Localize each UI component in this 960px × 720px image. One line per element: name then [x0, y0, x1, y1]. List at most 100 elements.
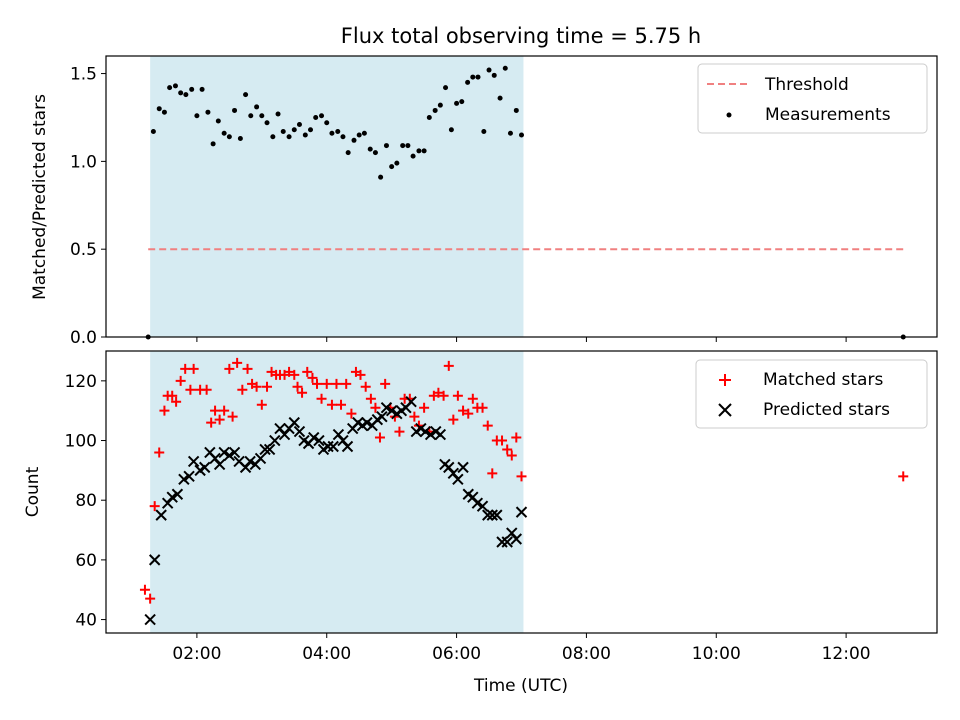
measurement-point	[361, 130, 367, 136]
bottom-y-tick-label: 100	[65, 432, 97, 452]
measurement-point	[221, 130, 227, 136]
top-axes-frame	[105, 55, 938, 338]
matched-star-marker	[302, 366, 313, 377]
measurement-point	[432, 107, 438, 113]
matched-star-marker	[256, 399, 267, 410]
predicted-stars-points	[144, 396, 528, 626]
predicted-star-marker	[254, 452, 267, 465]
measurement-point	[178, 90, 184, 96]
predicted-star-marker	[313, 434, 325, 447]
matched-star-marker	[167, 390, 178, 401]
matched-stars-points	[139, 357, 909, 604]
matched-star-marker	[346, 408, 357, 419]
matched-star-marker	[145, 593, 156, 604]
top-legend: Threshold Measurements	[697, 63, 928, 134]
measurement-point	[319, 113, 325, 119]
measurement-point	[497, 95, 503, 101]
predicted-star-marker	[419, 425, 432, 438]
legend-threshold-label: Threshold	[764, 75, 849, 95]
matched-star-marker	[331, 378, 342, 389]
legend-matched-label: Matched stars	[763, 370, 883, 390]
bottom-x-tick-label: 08:00	[562, 644, 611, 664]
matched-star-marker	[380, 378, 391, 389]
measurement-point	[507, 130, 513, 136]
bottom-legend-box	[695, 359, 928, 429]
bottom-y-tick-label: 80	[75, 491, 97, 511]
predicted-star-marker	[424, 428, 437, 441]
measurement-point	[345, 150, 351, 156]
matched-star-marker	[365, 393, 376, 404]
matched-star-marker	[477, 402, 488, 413]
predicted-star-marker	[510, 533, 523, 545]
x-axis-label: Time (UTC)	[473, 676, 568, 696]
matched-star-marker	[516, 471, 527, 482]
matched-star-marker	[297, 387, 308, 398]
legend-measurements-label: Measurements	[765, 105, 891, 125]
measurement-point	[443, 85, 449, 91]
predicted-star-marker	[341, 440, 354, 453]
measurement-point	[313, 114, 319, 120]
predicted-star-marker	[405, 396, 417, 408]
matched-star-marker	[463, 408, 474, 419]
legend-matched-swatch	[719, 374, 731, 386]
measurement-point	[519, 132, 524, 138]
predicted-star-marker	[178, 473, 190, 486]
measurement-point	[259, 113, 265, 119]
predicted-star-marker	[337, 434, 349, 447]
predicted-star-marker	[515, 506, 528, 518]
matched-star-marker	[467, 393, 478, 404]
predicted-star-marker	[308, 431, 320, 444]
measurement-point	[421, 148, 427, 154]
matched-star-marker	[506, 450, 517, 461]
matched-star-marker	[159, 405, 170, 416]
matched-star-marker	[251, 381, 262, 392]
measurement-point	[232, 107, 238, 113]
predicted-star-marker	[263, 443, 276, 456]
predicted-star-marker	[218, 446, 230, 459]
measurement-point	[199, 86, 205, 92]
measurement-point	[356, 132, 362, 138]
predicted-star-marker	[482, 509, 494, 521]
predicted-star-marker	[171, 488, 184, 500]
measurement-point	[486, 67, 492, 73]
bottom-x-tick-label: 06:00	[432, 644, 481, 664]
matched-star-marker	[409, 411, 420, 422]
matched-star-marker	[355, 369, 366, 380]
matched-star-marker	[219, 405, 230, 416]
matched-star-marker	[232, 357, 243, 368]
predicted-star-marker	[361, 416, 373, 429]
measurement-point	[286, 134, 292, 140]
measurement-point	[351, 137, 357, 143]
matched-star-marker	[242, 363, 253, 374]
matched-star-marker	[262, 381, 273, 392]
measurement-point	[416, 148, 422, 154]
predicted-star-marker	[491, 509, 503, 521]
bottom-y-tick-label: 60	[75, 551, 97, 571]
predicted-star-marker	[506, 527, 518, 539]
matched-star-marker	[139, 584, 150, 595]
measurement-point	[291, 127, 297, 133]
measurement-point	[270, 134, 276, 140]
measurement-point	[248, 113, 254, 119]
measurement-point	[475, 74, 481, 80]
predicted-star-marker	[228, 446, 241, 459]
predicted-star-marker	[198, 461, 211, 474]
measurement-point	[335, 129, 341, 135]
matched-star-marker	[336, 399, 347, 410]
predicted-star-marker	[476, 500, 489, 512]
bottom-x-tick-label: 12:00	[822, 644, 871, 664]
measurement-point	[194, 113, 200, 119]
predicted-star-marker	[259, 443, 271, 456]
predicted-star-marker	[155, 509, 167, 521]
matched-star-marker	[284, 366, 295, 377]
measurement-point	[389, 164, 395, 170]
matched-star-marker	[311, 378, 322, 389]
bottom-observing-window-shade	[150, 351, 524, 633]
legend-predicted-label: Predicted stars	[763, 400, 890, 420]
matched-star-marker	[227, 411, 238, 422]
measurement-point	[205, 109, 211, 115]
matched-star-marker	[419, 402, 430, 413]
measurement-point	[383, 143, 389, 149]
legend-predicted-swatch	[718, 403, 732, 417]
predicted-star-marker	[496, 536, 508, 548]
